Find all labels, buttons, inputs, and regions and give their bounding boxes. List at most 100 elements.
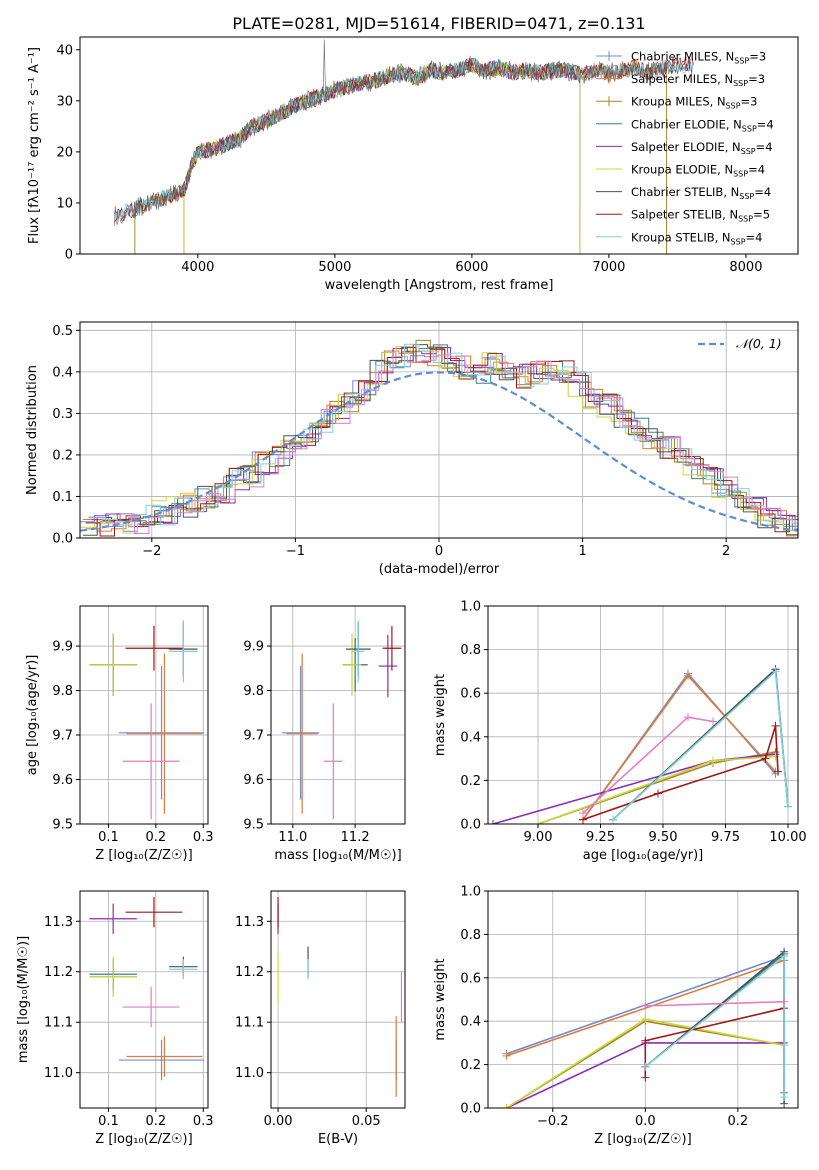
y-tick-label: 9.6 (52, 773, 73, 788)
axes-frame (487, 890, 799, 1109)
panel-mass_vs_ebv: 0.00 0.05 11.0 11.1 11.2 11.3 E(B-V) (235, 890, 406, 1147)
spectrum-line-salpeter-miles (134, 57, 667, 254)
figure-title: PLATE=0281, MJD=51614, FIBERID=0471, z=0… (232, 14, 645, 33)
y-tick-label: 11.3 (235, 915, 264, 930)
x-tick-label: 7000 (592, 260, 625, 275)
x-tick-label: 0.2 (146, 1114, 167, 1129)
y-tick-label: 0.6 (460, 971, 481, 986)
y-axis-label: mass weight (433, 674, 448, 756)
panel-age_vs_Z: 0.1 0.2 0.3 9.5 9.6 9.7 9.8 9.9 Z [log₁₀(Z/Z☉)] a… (25, 605, 214, 863)
panel-spectrum: 4000 5000 6000 7000 8000 0 10 20 30 40 wavelength … (27, 36, 799, 293)
x-tick-label: 0.0 (635, 1114, 656, 1129)
spectrum-line-kroupa-miles (134, 57, 667, 254)
y-tick-label: 0.0 (460, 818, 481, 833)
x-tick-label: 0.1 (98, 1114, 119, 1129)
panel-age_vs_mass: 11.0 11.2 9.5 9.6 9.7 9.8 9.9 mass [log₁₀(M/M☉)… (243, 605, 406, 863)
x-tick-label: 6000 (455, 260, 488, 275)
histogram-pink (91, 354, 798, 534)
weight-line-pink (645, 1000, 785, 1007)
plot-area (502, 947, 789, 1108)
x-axis-label: mass [log₁₀(M/M☉)] (274, 848, 401, 863)
y-tick-label: 9.5 (52, 818, 73, 833)
plot-area (113, 39, 694, 254)
panel-weight_vs_Z: −0.2 0.0 0.2 0.0 0.2 0.4 0.6 0.8 1.0 Z [log₁₀(Z/Z… (433, 885, 799, 1147)
x-tick-label: −1 (286, 544, 305, 559)
x-tick-label: 0 (435, 544, 443, 559)
y-axis-label: Flux [fλ10⁻¹⁷ erg cm⁻² s⁻¹ A⁻¹] (27, 47, 42, 244)
x-tick-label: −2 (142, 544, 161, 559)
x-tick-label: 1 (578, 544, 586, 559)
histogram-salpeter-elodie (91, 347, 798, 530)
x-axis-label: Z [log₁₀(Z/Z☉)] (594, 1132, 691, 1147)
y-tick-label: 0.2 (460, 774, 481, 789)
weight-line-kroupa-stelib (612, 669, 789, 821)
spectrum-line-chabrier-elodie (183, 57, 581, 254)
y-tick-label: 0.4 (460, 730, 481, 745)
y-tick-label: 11.3 (44, 915, 73, 930)
y-tick-label: 0.2 (52, 448, 73, 463)
weight-line-chabrier-stelib (644, 950, 785, 1104)
x-tick-label: 5000 (318, 260, 351, 275)
y-tick-label: 11.0 (235, 1066, 264, 1081)
legend-label: Chabrier STELIB, NSSP=4 (631, 185, 771, 201)
y-tick-label: 9.7 (52, 729, 73, 744)
x-tick-label: 9.50 (649, 830, 678, 845)
y-tick-label: 0.8 (460, 928, 481, 943)
y-tick-label: 30 (56, 94, 73, 109)
plot-area (80, 339, 798, 537)
x-tick-label: 9.25 (586, 830, 615, 845)
y-tick-label: 0.3 (52, 407, 73, 422)
x-tick-label: −0.2 (537, 1114, 569, 1129)
y-tick-label: 0 (65, 248, 73, 263)
plot-area (281, 620, 402, 820)
x-tick-label: 10.00 (769, 830, 806, 845)
y-tick-label: 40 (56, 43, 73, 58)
legend-label: Kroupa ELODIE, NSSP=4 (631, 163, 765, 179)
x-tick-label: 9.00 (524, 830, 553, 845)
x-axis-label: wavelength [Angstrom, rest frame] (325, 278, 554, 293)
weight-line-kroupa-stelib (644, 954, 785, 1098)
y-tick-label: 0.0 (460, 1102, 481, 1117)
y-tick-label: 9.7 (243, 729, 264, 744)
legend-label: Salpeter MILES, NSSP=3 (631, 72, 765, 88)
y-tick-label: 9.8 (243, 684, 264, 699)
y-axis-label: Normed distribution (25, 365, 40, 495)
y-tick-label: 11.1 (44, 1016, 73, 1031)
histogram-kroupa-stelib (88, 343, 798, 526)
legend-label: 𝒩(0, 1) (736, 336, 782, 351)
panel-mass_vs_Z: 0.1 0.2 0.3 11.0 11.1 11.2 11.3 Z [log₁₀(Z/Z☉)]… (16, 890, 214, 1147)
spectrum-line-chabrier-miles (134, 57, 667, 254)
x-tick-label: 0.00 (264, 1114, 293, 1129)
y-tick-label: 11.2 (44, 965, 73, 980)
y-tick-label: 0.1 (52, 490, 73, 505)
spectrum-line-kroupa-stelib (114, 57, 691, 222)
panel-weight_vs_age: 9.00 9.25 9.50 9.75 10.00 0.0 0.2 0.4 0.6 0.8 1.0 a… (433, 600, 807, 864)
x-tick-label: 0.2 (728, 1114, 749, 1129)
x-tick-label: 8000 (729, 260, 762, 275)
x-tick-label: 0.2 (146, 830, 167, 845)
y-tick-label: 0.5 (52, 324, 73, 339)
x-axis-label: Z [log₁₀(Z/Z☉)] (95, 848, 192, 863)
axes-frame (79, 890, 209, 1109)
y-tick-label: 0.2 (460, 1058, 481, 1073)
plot-area (89, 897, 205, 1081)
axes-frame (79, 36, 799, 255)
y-tick-label: 11.0 (44, 1066, 73, 1081)
y-tick-label: 20 (56, 145, 73, 160)
legend-label: Kroupa STELIB, NSSP=4 (631, 230, 762, 246)
x-tick-label: 11.2 (341, 830, 370, 845)
legend-label: Salpeter STELIB, NSSP=5 (631, 208, 770, 224)
histogram-chabrier-elodie (88, 344, 798, 531)
spectrum-line-salpeter-elodie (183, 58, 581, 254)
x-tick-label: 0.3 (193, 830, 214, 845)
y-tick-label: 0.8 (460, 643, 481, 658)
y-tick-label: 1.0 (460, 600, 481, 615)
spectrum-line-salpeter-stelib (114, 57, 691, 223)
axes-frame (270, 890, 406, 1109)
y-tick-label: 0.6 (460, 687, 481, 702)
y-tick-label: 0.0 (52, 532, 73, 547)
legend-label: Chabrier MILES, NSSP=3 (631, 50, 766, 66)
spectrum-line-data (114, 39, 694, 226)
x-tick-label: 0.3 (193, 1114, 214, 1129)
y-tick-label: 9.5 (243, 818, 264, 833)
